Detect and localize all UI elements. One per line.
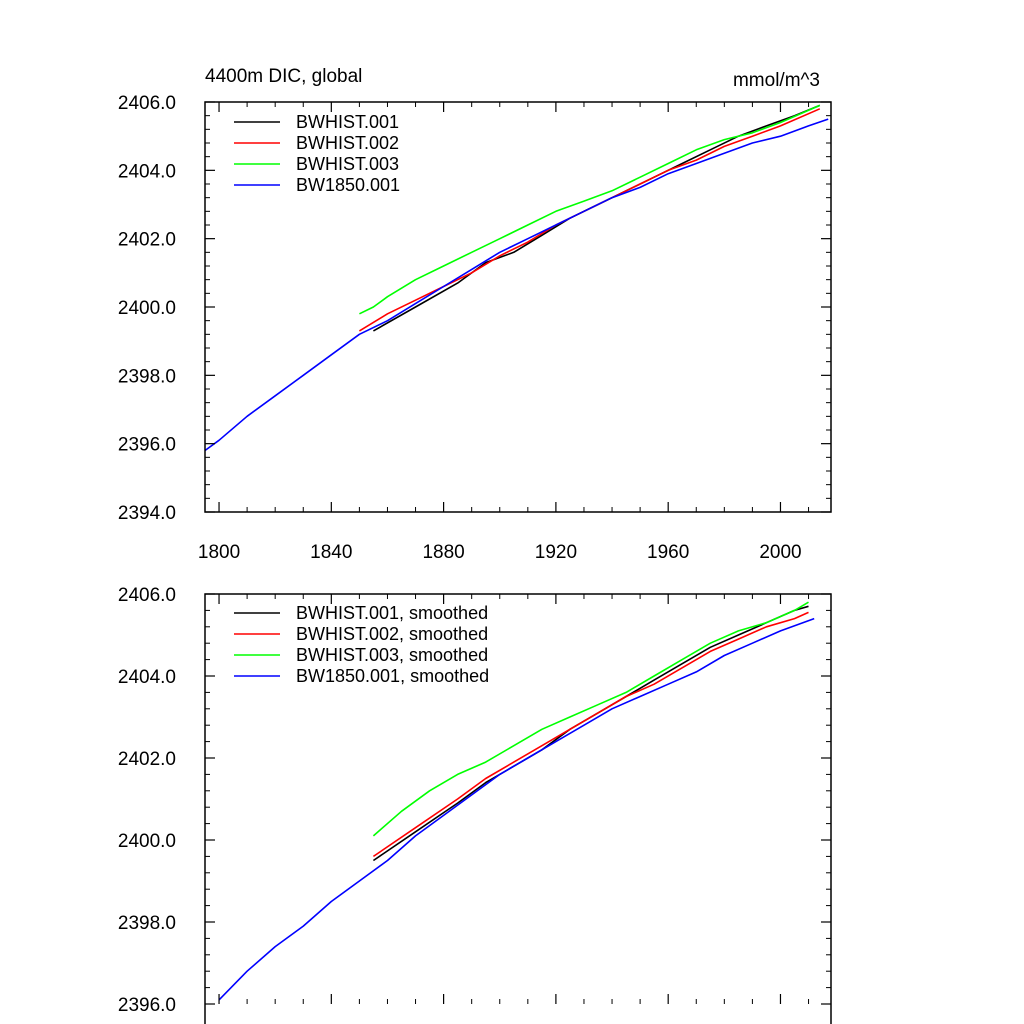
legend-label: BWHIST.001, smoothed [296,603,488,623]
x-tick-label: 1960 [647,542,689,563]
legend-label: BWHIST.001 [296,112,399,132]
y-tick-label: 2396.0 [118,995,176,1016]
y-tick-label: 2404.0 [118,667,176,688]
legend-label: BWHIST.003 [296,154,399,174]
series-line-bw1850-001-smoothed [218,617,815,1001]
x-tick-label: 1840 [310,542,352,563]
x-tick-label: 2000 [759,542,801,563]
legend-label: BWHIST.003, smoothed [296,645,488,665]
y-tick-label: 2406.0 [118,585,176,606]
bottom-plot-frame [204,593,832,1024]
y-tick-label: 2406.0 [118,93,176,114]
y-tick-label: 2402.0 [118,749,176,770]
bottom-chart-panel: 2396.0 2398.0 2400.0 2402.0 2404.0 2406.0 BWH… [118,585,832,1024]
top-chart-panel: 1800 1840 1880 1920 1960 2000 2394.0 2396.0 2398… [118,66,832,563]
legend-label: BWHIST.002, smoothed [296,624,488,644]
y-tick-label: 2404.0 [118,161,176,182]
y-tick-label: 2398.0 [118,366,176,387]
y-tick-label: 2394.0 [118,503,176,524]
x-tick-label: 1800 [198,542,240,563]
x-tick-label: 1880 [422,542,464,563]
legend-label: BW1850.001, smoothed [296,666,489,686]
y-tick-label: 2400.0 [118,298,176,319]
series-line-bwhist-002-smoothed [372,611,809,858]
series-line-bwhist-003-smoothed [372,601,809,837]
series-line-bwhist-003 [359,104,821,315]
top-chart-units: mmol/m^3 [733,70,820,91]
y-tick-label: 2402.0 [118,230,176,251]
legend-label: BWHIST.002 [296,133,399,153]
top-chart-title: 4400m DIC, global [205,66,362,87]
y-tick-label: 2396.0 [118,435,176,456]
y-tick-label: 2400.0 [118,831,176,852]
legend-label: BW1850.001 [296,175,400,195]
series-line-bw1850-001 [204,118,829,452]
y-tick-label: 2398.0 [118,913,176,934]
x-tick-label: 1920 [535,542,577,563]
